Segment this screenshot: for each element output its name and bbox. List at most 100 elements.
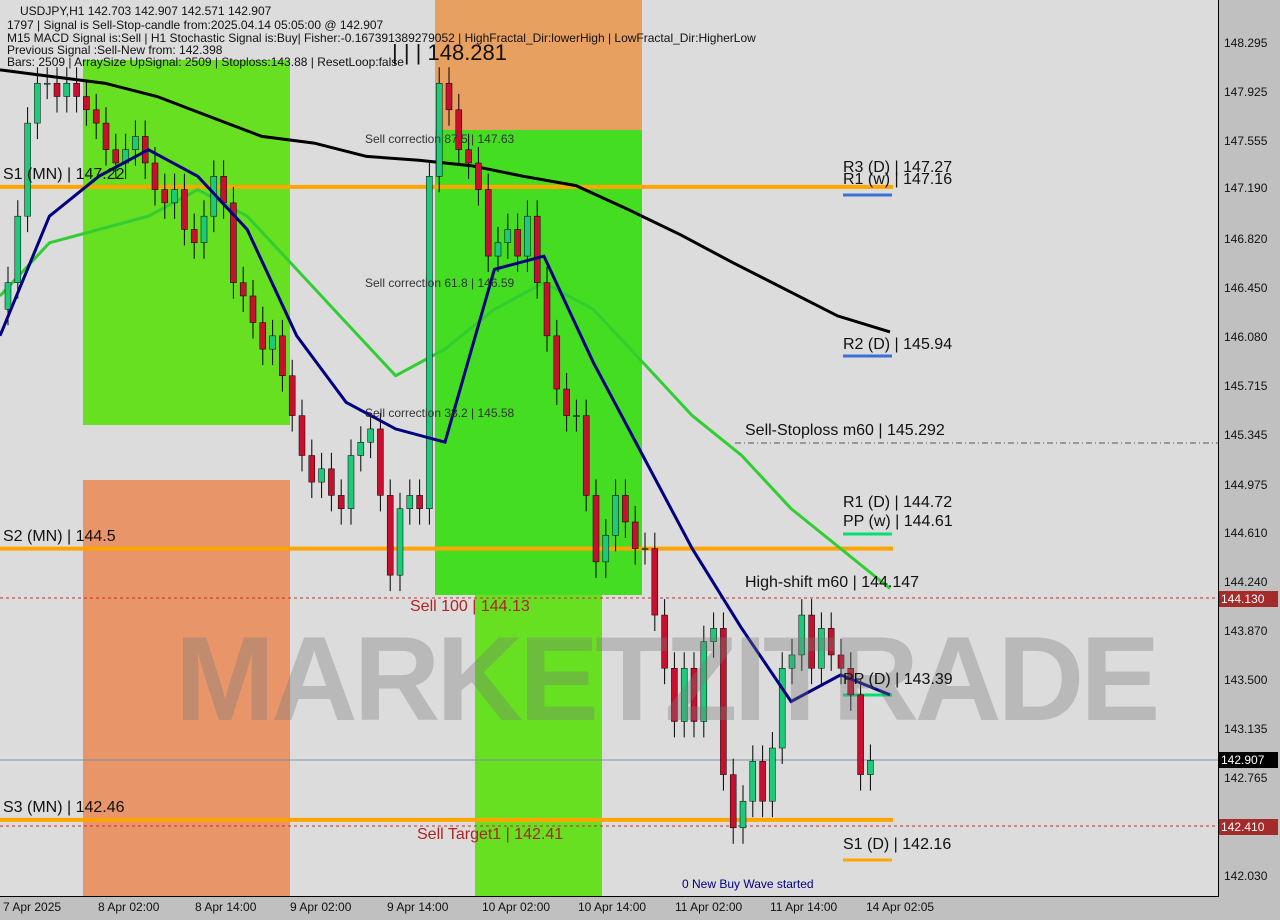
candle-body: [504, 229, 512, 244]
y-tick: 144.610: [1224, 526, 1268, 540]
candle-body: [269, 335, 276, 350]
candle-body: [24, 122, 31, 217]
candle-body: [475, 162, 482, 190]
candle-body: [602, 535, 610, 563]
candle-body: [465, 149, 472, 164]
y-tick: 144.240: [1224, 575, 1268, 589]
x-tick: 9 Apr 14:00: [387, 900, 449, 914]
candle-body: [857, 694, 864, 775]
chart-area[interactable]: MARKETZITRADE USDJPY,H1 142.703 142.907 …: [0, 0, 1219, 897]
candle-body: [171, 189, 178, 204]
x-tick: 11 Apr 14:00: [770, 900, 838, 914]
candle-body: [151, 162, 159, 190]
signal-info: 1797 | Signal is Sell-Stop-candle from:2…: [7, 18, 384, 32]
sell-target-label: Sell Target1 | 142.41: [417, 826, 564, 843]
candle-body: [533, 215, 541, 283]
candle-body: [63, 82, 71, 97]
candle-body: [43, 82, 51, 85]
candle-body: [710, 628, 717, 642]
s1-d-label: S1 (D) | 142.16: [843, 836, 952, 853]
candle-body: [729, 774, 737, 829]
s2-mn-label: S2 (MN) | 144.5: [3, 528, 116, 545]
candle-body: [406, 495, 414, 509]
indicator-info: M15 MACD Signal is:Sell | H1 Stochastic …: [7, 31, 756, 45]
candle-body: [220, 176, 227, 204]
candle-body: [671, 667, 678, 722]
sell-price-tag: 144.130: [1219, 591, 1278, 607]
candle-body: [298, 415, 306, 456]
candle-body: [494, 242, 502, 257]
ma-fast-line: [0, 147, 891, 704]
candle-body: [749, 761, 757, 802]
s3-mn-label: S3 (MN) | 142.46: [3, 799, 125, 816]
pp-d-label: PP (D) | 143.39: [843, 671, 953, 688]
r1-d-label: R1 (D) | 144.72: [843, 494, 953, 511]
symbol-info: USDJPY,H1 142.703 142.907 142.571 142.90…: [20, 4, 272, 18]
candle-body: [200, 215, 208, 244]
candle-body: [524, 215, 531, 257]
r1-w-label: R1 (w) | 147.16: [843, 171, 953, 188]
candle-body: [14, 215, 22, 283]
x-tick: 10 Apr 02:00: [482, 900, 551, 914]
y-tick: 146.080: [1224, 330, 1268, 344]
y-tick: 146.450: [1224, 281, 1268, 295]
candle-body: [386, 495, 394, 576]
candle-body: [435, 82, 443, 177]
candle-body: [259, 322, 267, 350]
previous-signal: Previous Signal :Sell-New from: 142.398: [7, 43, 223, 57]
candle-body: [249, 295, 257, 323]
y-tick: 143.500: [1224, 673, 1268, 687]
high-shift-label: High-shift m60 | 144.147: [745, 574, 920, 591]
x-tick: 8 Apr 02:00: [98, 900, 160, 914]
y-tick: 147.555: [1224, 134, 1268, 148]
y-tick: 147.190: [1224, 181, 1268, 195]
candle-body: [827, 628, 835, 656]
pp-w-label: PP (w) | 144.61: [843, 513, 953, 530]
candle-body: [455, 109, 463, 150]
candle-body: [690, 667, 698, 722]
sell-correction-382: Sell correction 38.2 | 145.58: [365, 406, 515, 420]
candle-body: [230, 202, 237, 283]
candle-body: [631, 521, 639, 549]
candle-body: [328, 468, 335, 496]
sell-correction-618: Sell correction 61.8 | 146.59: [365, 276, 515, 290]
y-tick: 146.820: [1224, 232, 1268, 246]
candle-body: [83, 96, 90, 111]
new-wave-label: 0 New Buy Wave started: [682, 877, 814, 891]
candle-body: [553, 335, 561, 390]
candle-body: [53, 82, 61, 97]
candle-body: [357, 441, 365, 456]
sell-zone: [435, 0, 642, 130]
candle-body: [759, 761, 766, 802]
candle-body: [161, 189, 169, 204]
candle-body: [661, 614, 668, 669]
candle-body: [279, 335, 286, 376]
x-tick: 7 Apr 2025: [3, 900, 62, 914]
candle-body: [573, 415, 580, 417]
candle-body: [788, 654, 796, 669]
candle-body: [739, 800, 747, 829]
candle-body: [239, 282, 247, 297]
candle-body: [367, 428, 374, 443]
candle-body: [4, 282, 12, 310]
candle-body: [769, 747, 776, 802]
sell-100-label: Sell 100 | 144.13: [410, 598, 530, 615]
candle-body: [680, 667, 688, 722]
candle-body: [808, 614, 815, 669]
candle-body: [514, 229, 521, 257]
x-tick: 14 Apr 02:05: [866, 900, 935, 914]
candle-body: [396, 508, 404, 576]
candle-body: [132, 136, 139, 150]
y-tick: 145.715: [1224, 379, 1268, 393]
candle-body: [720, 628, 727, 775]
bars-info: Bars: 2509 | ArraySize UpSignal: 2509 | …: [7, 55, 404, 69]
x-tick: 9 Apr 02:00: [290, 900, 352, 914]
candle-body: [818, 628, 825, 669]
candle-body: [622, 495, 629, 523]
x-tick: 10 Apr 14:00: [578, 900, 647, 914]
s1-mn-label: S1 (MN) | 147.22: [3, 166, 125, 183]
candle-body: [543, 282, 551, 337]
candle-body: [641, 548, 649, 550]
x-tick: 8 Apr 14:00: [195, 900, 257, 914]
y-tick: 143.870: [1224, 624, 1268, 638]
